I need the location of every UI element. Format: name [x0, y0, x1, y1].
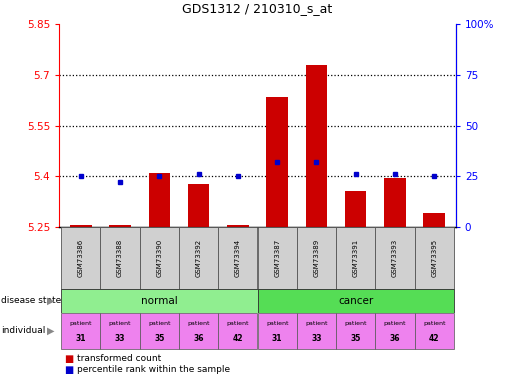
FancyBboxPatch shape	[258, 227, 297, 289]
FancyBboxPatch shape	[61, 227, 100, 289]
Text: patient: patient	[187, 321, 210, 326]
FancyBboxPatch shape	[61, 313, 100, 349]
FancyBboxPatch shape	[179, 227, 218, 289]
FancyBboxPatch shape	[140, 227, 179, 289]
Text: 33: 33	[311, 334, 322, 343]
Bar	[345, 192, 367, 227]
Text: ▶: ▶	[46, 296, 54, 306]
FancyBboxPatch shape	[297, 313, 336, 349]
Text: 31: 31	[76, 334, 86, 343]
Text: patient: patient	[384, 321, 406, 326]
FancyBboxPatch shape	[375, 227, 415, 289]
Bar	[109, 225, 131, 227]
Text: GSM73390: GSM73390	[157, 239, 162, 277]
FancyBboxPatch shape	[415, 227, 454, 289]
Text: GDS1312 / 210310_s_at: GDS1312 / 210310_s_at	[182, 2, 333, 15]
Text: GSM73388: GSM73388	[117, 239, 123, 277]
Bar	[227, 225, 249, 227]
Text: disease state: disease state	[1, 296, 61, 305]
Text: GSM73394: GSM73394	[235, 239, 241, 277]
Text: GSM73393: GSM73393	[392, 239, 398, 277]
FancyBboxPatch shape	[297, 227, 336, 289]
Text: patient: patient	[345, 321, 367, 326]
Text: ■: ■	[64, 354, 74, 364]
Bar	[384, 178, 406, 227]
Text: patient: patient	[70, 321, 92, 326]
Text: individual: individual	[1, 326, 45, 335]
Bar	[70, 225, 92, 227]
Text: 35: 35	[351, 334, 361, 343]
Bar	[305, 65, 327, 227]
FancyBboxPatch shape	[336, 227, 375, 289]
Text: GSM73387: GSM73387	[274, 239, 280, 277]
Text: 36: 36	[193, 334, 204, 343]
FancyBboxPatch shape	[140, 313, 179, 349]
Text: patient: patient	[266, 321, 288, 326]
Text: patient: patient	[423, 321, 445, 326]
Text: 42: 42	[233, 334, 243, 343]
Bar	[423, 213, 445, 227]
FancyBboxPatch shape	[179, 313, 218, 349]
Text: GSM73392: GSM73392	[196, 239, 201, 277]
Text: transformed count: transformed count	[77, 354, 162, 363]
Text: GSM73389: GSM73389	[314, 239, 319, 277]
Text: GSM73391: GSM73391	[353, 239, 358, 277]
Text: 36: 36	[390, 334, 400, 343]
Text: 42: 42	[429, 334, 439, 343]
Text: GSM73395: GSM73395	[431, 239, 437, 277]
Text: GSM73386: GSM73386	[78, 239, 84, 277]
Text: ▶: ▶	[46, 326, 54, 336]
Bar	[148, 173, 170, 227]
Text: 33: 33	[115, 334, 125, 343]
Text: patient: patient	[148, 321, 170, 326]
FancyBboxPatch shape	[258, 313, 297, 349]
Bar	[266, 97, 288, 227]
FancyBboxPatch shape	[218, 227, 258, 289]
Text: ■: ■	[64, 365, 74, 375]
Text: percentile rank within the sample: percentile rank within the sample	[77, 365, 230, 374]
FancyBboxPatch shape	[100, 227, 140, 289]
FancyBboxPatch shape	[100, 313, 140, 349]
Text: cancer: cancer	[338, 296, 373, 306]
FancyBboxPatch shape	[375, 313, 415, 349]
FancyBboxPatch shape	[415, 313, 454, 349]
Bar	[188, 184, 210, 227]
FancyBboxPatch shape	[258, 289, 454, 313]
FancyBboxPatch shape	[336, 313, 375, 349]
Text: patient: patient	[305, 321, 328, 326]
Text: patient: patient	[109, 321, 131, 326]
Text: patient: patient	[227, 321, 249, 326]
FancyBboxPatch shape	[61, 289, 258, 313]
Text: 31: 31	[272, 334, 282, 343]
Text: normal: normal	[141, 296, 178, 306]
FancyBboxPatch shape	[218, 313, 258, 349]
Text: 35: 35	[154, 334, 164, 343]
